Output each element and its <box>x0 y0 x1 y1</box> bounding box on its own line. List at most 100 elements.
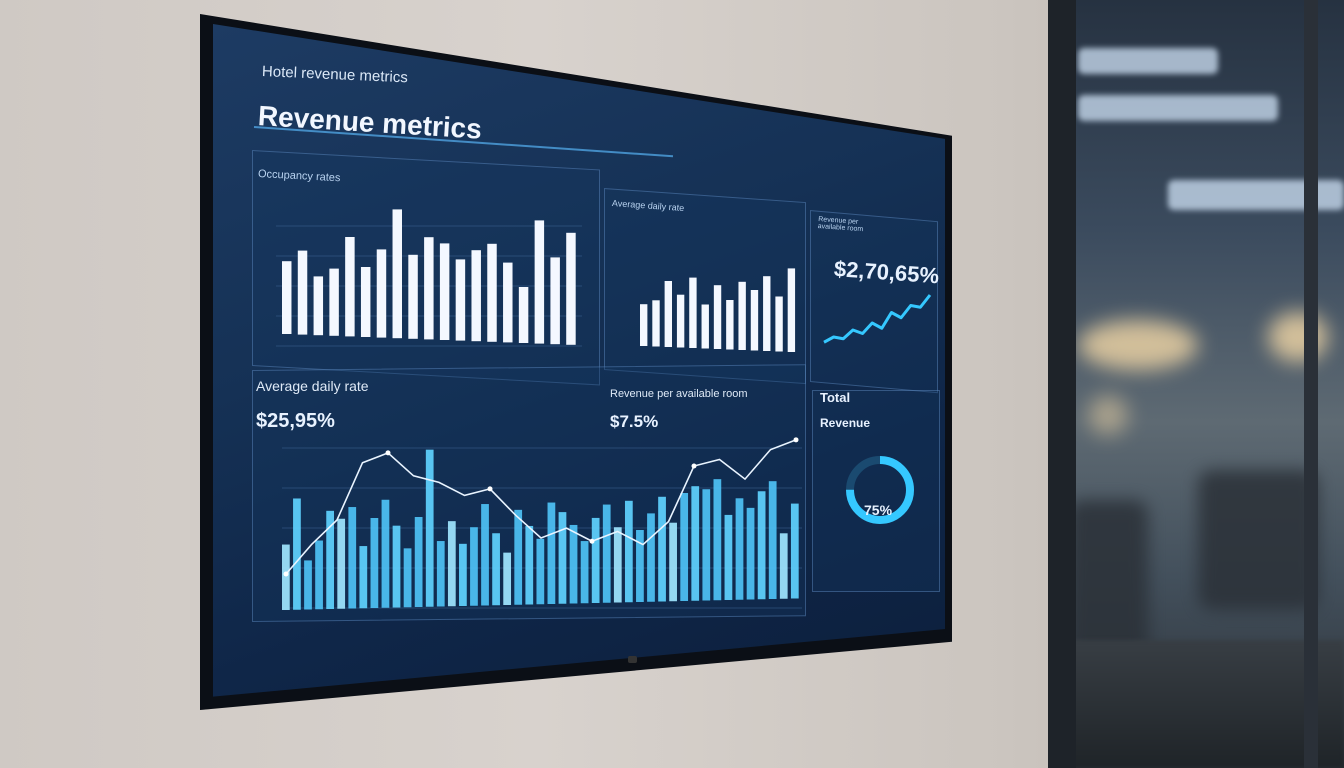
occupancy-bar-chart <box>276 209 582 347</box>
combo-bar <box>569 524 578 604</box>
combo-bar <box>359 546 368 609</box>
combo-bar <box>503 552 512 605</box>
combo-bar <box>580 541 589 604</box>
combo-bar <box>481 504 489 606</box>
combo-bar <box>724 514 733 600</box>
occupancy-bar <box>424 237 434 340</box>
adr-small-bar <box>775 296 783 352</box>
combo-bar <box>547 502 556 604</box>
combo-bar <box>403 548 412 608</box>
occupancy-bar <box>439 243 450 340</box>
total-revenue-value: 75% <box>864 502 893 518</box>
combo-bar <box>282 544 290 610</box>
combo-bar <box>757 491 766 600</box>
combo-bar <box>514 509 523 605</box>
combo-bar <box>425 449 434 607</box>
total-revenue-donut <box>846 456 914 524</box>
adr-value: $25,95% <box>256 410 335 432</box>
combo-line-point <box>487 486 493 492</box>
combo-line-point <box>793 437 799 443</box>
tv-screen <box>213 24 945 697</box>
combo-bar <box>293 498 301 610</box>
occupancy-bar <box>503 262 513 343</box>
combo-bar <box>558 512 567 604</box>
occupancy-bar <box>471 250 481 342</box>
combo-bar <box>315 540 323 610</box>
combo-bar <box>436 541 445 607</box>
combo-bar <box>337 518 346 609</box>
combo-bar <box>624 500 633 603</box>
combo-bar <box>392 525 401 608</box>
revpar-label: Revenue per available room <box>610 388 748 400</box>
adr-small-bar <box>713 285 722 349</box>
combo-line-point <box>385 450 391 456</box>
combo-bar <box>658 496 666 602</box>
combo-bar <box>326 510 334 609</box>
combo-bar <box>525 525 534 605</box>
adr-small-bar <box>787 268 796 352</box>
adr-small-bar-chart <box>640 268 796 352</box>
combo-bar <box>370 518 379 608</box>
combo-bar <box>381 499 390 608</box>
total-label: Total <box>820 390 851 405</box>
combo-bar <box>536 538 545 605</box>
combo-bar <box>779 533 788 599</box>
combo-bar <box>790 503 799 599</box>
combo-line <box>285 439 797 575</box>
adr-small-bar <box>701 304 709 349</box>
adr-small-bar <box>726 300 734 350</box>
revenue-combo-chart <box>282 437 802 610</box>
revpar-trend-line <box>823 294 932 344</box>
combo-bar <box>636 530 644 602</box>
combo-bar <box>304 560 312 610</box>
combo-bar <box>492 533 500 606</box>
occupancy-bar <box>550 257 560 345</box>
total-revenue-panel <box>812 390 940 592</box>
occupancy-bar <box>360 267 371 337</box>
combo-line-point <box>589 538 595 544</box>
occupancy-bar <box>329 268 339 336</box>
occupancy-bar <box>313 276 324 336</box>
occupancy-bar <box>297 250 308 335</box>
revpar-trend-path <box>823 294 932 344</box>
combo-bar <box>414 517 423 607</box>
revenue-label: Revenue <box>820 416 871 430</box>
office-background <box>1048 0 1344 768</box>
occupancy-bar <box>518 287 529 343</box>
combo-bar <box>613 527 622 603</box>
adr-label: Average daily rate <box>256 378 369 394</box>
combo-bar <box>602 504 611 603</box>
combo-bar <box>669 522 677 602</box>
adr-small-bar <box>738 281 746 350</box>
combo-bar <box>691 486 700 601</box>
combo-bar <box>746 507 755 600</box>
occupancy-bar <box>282 261 292 334</box>
combo-bar <box>459 543 467 606</box>
combo-bar <box>591 517 600 603</box>
adr-small-bar <box>750 290 759 351</box>
adr-small-bar <box>652 300 660 347</box>
combo-bar <box>735 498 744 600</box>
adr-small-bar <box>763 276 771 351</box>
occupancy-bar <box>534 220 545 344</box>
combo-bar <box>702 489 711 601</box>
occupancy-bar <box>392 209 402 339</box>
occupancy-bar <box>345 237 355 337</box>
occupancy-bar <box>408 254 418 339</box>
revpar-value: $7.5% <box>610 412 659 431</box>
combo-bar <box>647 513 655 602</box>
adr-small-bar <box>640 304 648 346</box>
combo-bar <box>713 479 722 601</box>
occupancy-bar <box>566 232 576 345</box>
combo-line-point <box>691 463 697 469</box>
combo-bar <box>470 527 478 606</box>
donut-arc <box>846 456 914 524</box>
tv-sensor <box>628 656 637 663</box>
adr-small-bar <box>689 277 697 348</box>
combo-bar <box>447 521 456 607</box>
combo-bar <box>348 507 357 609</box>
combo-bar <box>768 481 777 599</box>
adr-small-bar <box>664 281 672 347</box>
combo-bar <box>680 493 689 601</box>
occupancy-bar <box>376 249 387 338</box>
